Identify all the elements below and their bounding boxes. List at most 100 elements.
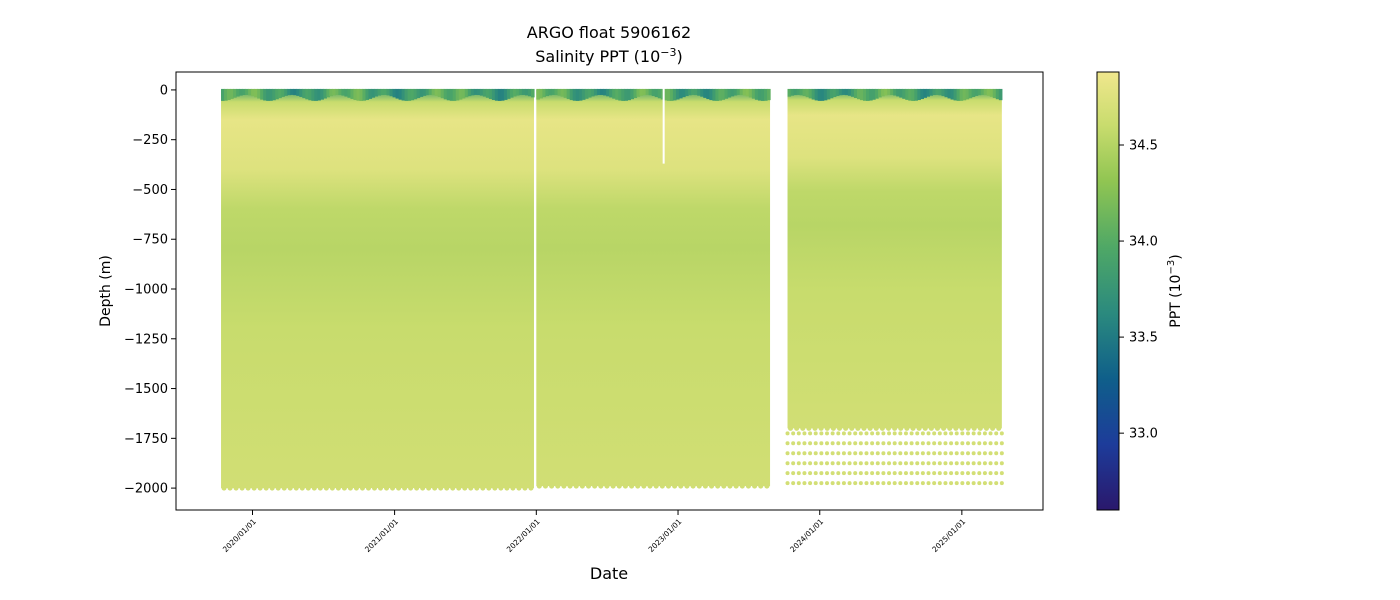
- deep-sample-point: [909, 471, 914, 476]
- y-tick-label: −2000: [124, 482, 168, 497]
- deep-sample-point: [966, 431, 971, 436]
- deep-sample-point: [830, 471, 835, 476]
- deep-sample-point: [977, 471, 982, 476]
- deep-sample-point: [932, 451, 937, 456]
- deep-sample-point: [977, 431, 982, 436]
- y-tick-label: −1750: [124, 432, 168, 447]
- deep-sample-point: [785, 431, 790, 436]
- deep-sample-point: [802, 441, 807, 446]
- deep-sample-point: [819, 461, 824, 466]
- deep-sample-point: [903, 441, 908, 446]
- deep-sample-point: [796, 441, 801, 446]
- data-segment: [787, 88, 1003, 431]
- deep-sample-point: [943, 481, 948, 486]
- deep-sample-point: [875, 451, 880, 456]
- colorbar: [1096, 71, 1120, 511]
- deep-sample-point: [915, 461, 920, 466]
- deep-sample-point: [932, 441, 937, 446]
- deep-sample-point: [966, 471, 971, 476]
- deep-sample-point: [870, 471, 875, 476]
- chart-title: ARGO float 5906162: [527, 23, 691, 42]
- chart-subtitle: Salinity PPT (10−3): [535, 46, 683, 66]
- deep-sample-point: [847, 461, 852, 466]
- deep-sample-point: [903, 451, 908, 456]
- deep-sample-point: [960, 451, 965, 456]
- deep-sample-point: [887, 431, 892, 436]
- deep-sample-point: [870, 451, 875, 456]
- deep-sample-point: [813, 441, 818, 446]
- deep-sample-point: [943, 441, 948, 446]
- deep-sample-point: [875, 461, 880, 466]
- deep-sample-point: [903, 471, 908, 476]
- deep-sample-point: [892, 451, 897, 456]
- deep-sample-point: [858, 481, 863, 486]
- deep-sample-point: [949, 481, 954, 486]
- y-tick-label: −1500: [124, 382, 168, 397]
- deep-sample-point: [932, 481, 937, 486]
- deep-sample-point: [892, 431, 897, 436]
- deep-sample-point: [836, 481, 841, 486]
- deep-sample-point: [881, 481, 886, 486]
- deep-sample-point: [830, 451, 835, 456]
- colorbar-tick-label: 33.0: [1129, 427, 1158, 442]
- deep-sample-point: [943, 471, 948, 476]
- deep-sample-point: [982, 471, 987, 476]
- deep-sample-point: [971, 471, 976, 476]
- deep-sample-point: [926, 451, 931, 456]
- deep-sample-point: [982, 431, 987, 436]
- deep-sample-point: [785, 441, 790, 446]
- x-tick-label: 2020/01/01: [221, 517, 258, 554]
- deep-sample-point: [813, 481, 818, 486]
- deep-sample-point: [813, 451, 818, 456]
- deep-sample-point: [943, 451, 948, 456]
- deep-sample-point: [915, 431, 920, 436]
- deep-sample-point: [926, 481, 931, 486]
- y-tick-label: −250: [132, 133, 168, 148]
- deep-sample-point: [785, 471, 790, 476]
- deep-sample-point: [966, 481, 971, 486]
- deep-sample-point: [881, 471, 886, 476]
- deep-sample-point: [836, 441, 841, 446]
- deep-sample-point: [915, 471, 920, 476]
- deep-sample-point: [881, 431, 886, 436]
- deep-sample-point: [915, 441, 920, 446]
- deep-sample-point: [813, 461, 818, 466]
- deep-sample-point: [796, 461, 801, 466]
- deep-sample-point: [949, 441, 954, 446]
- deep-sample-point: [853, 441, 858, 446]
- deep-sample-point: [909, 481, 914, 486]
- data-segment: [221, 88, 535, 491]
- y-axis-label: Depth (m): [98, 255, 114, 327]
- deep-sample-point: [971, 451, 976, 456]
- deep-sample-point: [802, 481, 807, 486]
- deep-sample-point: [949, 451, 954, 456]
- deep-sample-point: [898, 451, 903, 456]
- deep-sample-point: [847, 451, 852, 456]
- deep-sample-point: [858, 441, 863, 446]
- deep-sample-point: [988, 481, 993, 486]
- deep-sample-point: [853, 471, 858, 476]
- deep-sample-point: [847, 441, 852, 446]
- deep-sample-point: [943, 431, 948, 436]
- deep-sample-point: [802, 461, 807, 466]
- deep-sample-point: [819, 441, 824, 446]
- colorbar-label: PPT (10−3): [1166, 254, 1184, 327]
- deep-sample-point: [853, 451, 858, 456]
- deep-sample-point: [887, 461, 892, 466]
- deep-sample-point: [847, 471, 852, 476]
- deep-sample-point: [796, 431, 801, 436]
- deep-sample-point: [813, 431, 818, 436]
- y-tick-label: 0: [160, 83, 168, 98]
- deep-sample-point: [802, 431, 807, 436]
- x-tick-label: 2022/01/01: [505, 517, 542, 554]
- deep-sample-point: [870, 461, 875, 466]
- deep-sample-point: [887, 481, 892, 486]
- deep-sample-point: [858, 461, 863, 466]
- deep-sample-point: [937, 471, 942, 476]
- deep-sample-point: [977, 481, 982, 486]
- deep-sample-point: [988, 431, 993, 436]
- deep-sample-point: [841, 451, 846, 456]
- deep-sample-point: [898, 461, 903, 466]
- deep-sample-point: [791, 461, 796, 466]
- y-axis: 0 −250 −500 −750 −1000 −1250 −1500 −1750 −2000: [124, 83, 176, 497]
